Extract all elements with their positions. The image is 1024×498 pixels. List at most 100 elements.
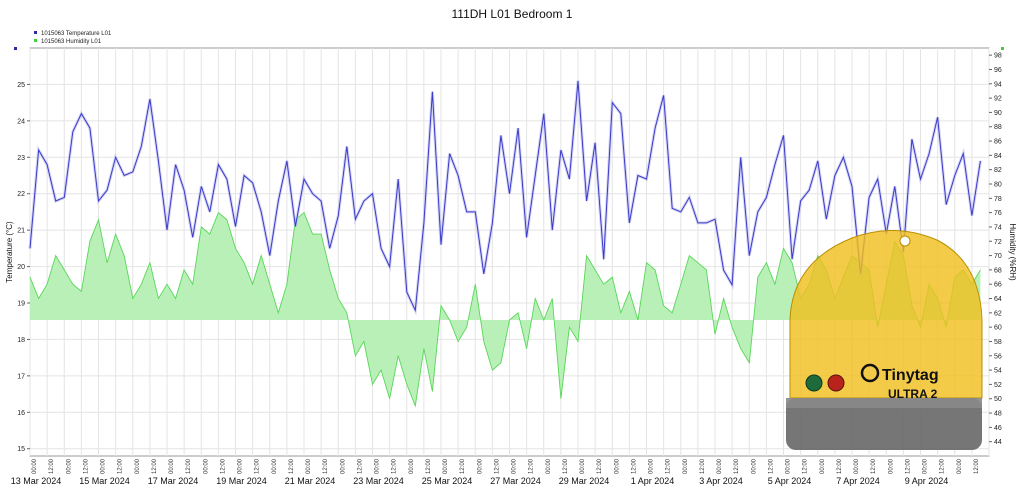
x-axis-hour-label: 00:00 bbox=[238, 458, 244, 474]
x-axis-hour-label: 12:00 bbox=[803, 458, 809, 474]
x-axis-hour-label: 12:00 bbox=[220, 458, 226, 474]
right-axis-tick-label: 46 bbox=[994, 425, 1002, 432]
x-axis-hour-label: 12:00 bbox=[905, 458, 911, 474]
x-axis-date-label: 21 Mar 2024 bbox=[285, 476, 336, 486]
x-axis-hour-label: 00:00 bbox=[135, 458, 141, 474]
x-axis-hour-label: 00:00 bbox=[512, 458, 518, 474]
x-axis-hour-label: 00:00 bbox=[443, 458, 449, 474]
x-axis-hour-label: 12:00 bbox=[49, 458, 55, 474]
left-axis-tick-label: 18 bbox=[17, 337, 25, 344]
right-axis-tick-label: 78 bbox=[994, 196, 1002, 203]
right-axis-tick-label: 66 bbox=[994, 282, 1002, 289]
x-axis-hour-label: 12:00 bbox=[83, 458, 89, 474]
x-axis-hour-label: 12:00 bbox=[289, 458, 295, 474]
x-axis-hour-label: 00:00 bbox=[820, 458, 826, 474]
right-axis-tick-label: 92 bbox=[994, 96, 1002, 103]
x-axis-hour-label: 00:00 bbox=[272, 458, 278, 474]
temperature-layer bbox=[28, 80, 982, 316]
x-axis-hour-label: 12:00 bbox=[871, 458, 877, 474]
x-axis-hour-label: 12:00 bbox=[563, 458, 569, 474]
x-axis-hour-label: 12:00 bbox=[974, 458, 980, 474]
device-body bbox=[789, 230, 983, 399]
right-axis-tick-label: 94 bbox=[994, 81, 1002, 88]
right-axis-tick-label: 90 bbox=[994, 110, 1002, 117]
x-axis-date-label: 3 Apr 2024 bbox=[699, 476, 743, 486]
x-axis-hour-label: 00:00 bbox=[169, 458, 175, 474]
x-axis-hour-label: 12:00 bbox=[734, 458, 740, 474]
x-axis-date-label: 27 Mar 2024 bbox=[490, 476, 541, 486]
x-axis-hour-label: 00:00 bbox=[101, 458, 107, 474]
x-axis-date-label: 9 Apr 2024 bbox=[905, 476, 949, 486]
x-axis-hour-label: 12:00 bbox=[357, 458, 363, 474]
device-led-green bbox=[805, 374, 823, 392]
x-axis-date-label: 29 Mar 2024 bbox=[559, 476, 610, 486]
x-axis-hour-label: 12:00 bbox=[940, 458, 946, 474]
right-axis-tick-label: 68 bbox=[994, 267, 1002, 274]
x-axis-date-label: 19 Mar 2024 bbox=[216, 476, 267, 486]
x-axis-hour-label: 00:00 bbox=[306, 458, 312, 474]
legend-swatch-temperature bbox=[34, 31, 37, 34]
right-axis-tick-label: 52 bbox=[994, 382, 1002, 389]
x-axis-hour-label: 12:00 bbox=[529, 458, 535, 474]
left-axis-tick-label: 15 bbox=[17, 446, 25, 453]
x-axis-hour-label: 00:00 bbox=[32, 458, 38, 474]
left-axis-tick-label: 21 bbox=[17, 228, 25, 235]
right-axis-marker bbox=[1001, 47, 1004, 50]
x-axis-hour-label: 12:00 bbox=[152, 458, 158, 474]
x-axis-hour-label: 00:00 bbox=[888, 458, 894, 474]
left-axis-tick-label: 23 bbox=[17, 155, 25, 162]
x-axis-hour-label: 00:00 bbox=[786, 458, 792, 474]
x-axis-date-label: 17 Mar 2024 bbox=[148, 476, 199, 486]
x-axis-hour-label: 12:00 bbox=[255, 458, 261, 474]
left-axis-tick-label: 17 bbox=[17, 373, 25, 380]
x-axis-hour-label: 12:00 bbox=[392, 458, 398, 474]
right-axis-tick-label: 48 bbox=[994, 411, 1002, 418]
x-axis-hour-label: 00:00 bbox=[580, 458, 586, 474]
right-axis-tick-label: 60 bbox=[994, 325, 1002, 332]
x-axis-hour-label: 00:00 bbox=[546, 458, 552, 474]
x-axis-hour-label: 12:00 bbox=[323, 458, 329, 474]
right-axis-tick-label: 88 bbox=[994, 124, 1002, 131]
x-axis-hour-label: 00:00 bbox=[477, 458, 483, 474]
x-axis-date-label: 1 Apr 2024 bbox=[631, 476, 675, 486]
right-axis-tick-label: 64 bbox=[994, 296, 1002, 303]
left-axis: 15 16 17 18 19 20 21 22 23 24 25 bbox=[17, 82, 30, 453]
right-axis-tick-label: 84 bbox=[994, 153, 1002, 160]
x-axis-hour-label: 00:00 bbox=[66, 458, 72, 474]
chart-title: 111DH L01 Bedroom 1 bbox=[452, 7, 573, 21]
device-led-red bbox=[827, 374, 845, 392]
x-axis-hour-label: 00:00 bbox=[203, 458, 209, 474]
x-axis-hour-label: 00:00 bbox=[340, 458, 346, 474]
x-axis-hour-label: 00:00 bbox=[683, 458, 689, 474]
right-axis-tick-label: 82 bbox=[994, 167, 1002, 174]
temperature-line bbox=[29, 80, 981, 313]
device-base-top bbox=[786, 398, 982, 408]
right-axis-tick-label: 74 bbox=[994, 224, 1002, 231]
left-axis-tick-label: 20 bbox=[17, 264, 25, 271]
x-axis-hour-label: 12:00 bbox=[494, 458, 500, 474]
right-axis-tick-label: 86 bbox=[994, 139, 1002, 146]
x-axis-hour-label: 12:00 bbox=[426, 458, 432, 474]
x-axis-hour-label: 12:00 bbox=[666, 458, 672, 474]
x-axis-hour-label: 12:00 bbox=[118, 458, 124, 474]
x-axis-date-label: 23 Mar 2024 bbox=[353, 476, 404, 486]
x-axis-hour-label: 12:00 bbox=[460, 458, 466, 474]
left-axis-tick-label: 19 bbox=[17, 301, 25, 308]
x-axis-date-label: 25 Mar 2024 bbox=[422, 476, 473, 486]
legend: 1015063 Temperature L01 1015063 Humidity… bbox=[34, 31, 112, 45]
x-axis-hour-label: 00:00 bbox=[717, 458, 723, 474]
device-image: Tinytag ULTRA 2 bbox=[786, 230, 983, 450]
x-axis-hour-label: 12:00 bbox=[631, 458, 637, 474]
x-axis-date-label: 7 Apr 2024 bbox=[836, 476, 880, 486]
right-axis-tick-label: 56 bbox=[994, 353, 1002, 360]
device-logo-icon bbox=[860, 363, 880, 383]
x-axis-date-label: 5 Apr 2024 bbox=[768, 476, 812, 486]
x-axis-hour-label: 12:00 bbox=[186, 458, 192, 474]
x-axis-hour-label: 12:00 bbox=[700, 458, 706, 474]
x-axis-hour-label: 00:00 bbox=[957, 458, 963, 474]
right-axis: 44 46 48 50 52 54 56 58 60 62 64 66 68 70 72 74 76 78 80 82… bbox=[989, 53, 1002, 446]
right-axis-tick-label: 80 bbox=[994, 182, 1002, 189]
x-axis-hour-label: 00:00 bbox=[923, 458, 929, 474]
x-axis-hour-label: 00:00 bbox=[751, 458, 757, 474]
